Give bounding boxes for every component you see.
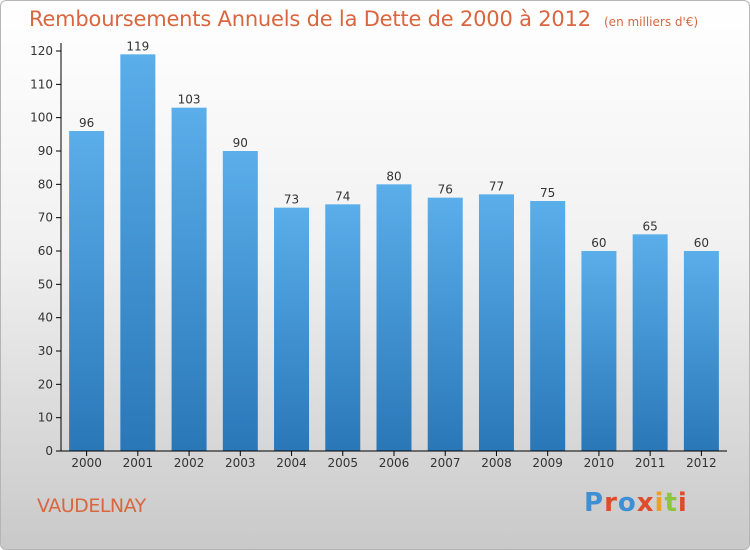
y-tick-label: 120	[30, 44, 53, 58]
y-tick-label: 100	[30, 111, 53, 125]
x-tick-label: 2007	[430, 456, 461, 470]
x-tick-label: 2001	[123, 456, 154, 470]
data-label-2011: 65	[643, 219, 658, 233]
commune-name: VAUDELNAY	[37, 495, 146, 517]
y-tick-label: 20	[38, 377, 53, 391]
bar-2000	[69, 131, 105, 451]
y-tick-label: 70	[38, 211, 53, 225]
title-row: Remboursements Annuels de la Dette de 20…	[29, 7, 698, 31]
bar-2009	[530, 201, 566, 451]
x-tick-label: 2003	[225, 456, 256, 470]
bar-2006	[376, 184, 412, 452]
y-tick-label: 10	[38, 411, 53, 425]
data-label-2006: 80	[386, 169, 401, 183]
x-tick-label: 2011	[635, 456, 666, 470]
data-label-2005: 74	[335, 189, 350, 203]
brand-logo: Proxiti	[584, 488, 688, 518]
y-tick-label: 60	[38, 244, 53, 258]
bar-2007	[427, 197, 463, 451]
bar-2003	[222, 151, 258, 451]
data-label-2007: 76	[438, 183, 453, 197]
bar-2008	[478, 194, 514, 452]
x-tick-label: 2006	[379, 456, 410, 470]
bar-2002	[171, 107, 207, 452]
data-label-2009: 75	[540, 186, 555, 200]
chart-unit: (en milliers d'€)	[604, 15, 699, 29]
data-label-2012: 60	[694, 236, 709, 250]
y-tick-label: 50	[38, 277, 53, 291]
x-tick-label: 2000	[71, 456, 102, 470]
x-tick-label: 2009	[532, 456, 563, 470]
data-label-2004: 73	[284, 193, 299, 207]
y-tick-label: 80	[38, 177, 53, 191]
x-tick-label: 2012	[686, 456, 717, 470]
data-label-2000: 96	[79, 116, 94, 130]
x-tick-label: 2008	[481, 456, 512, 470]
data-label-2002: 103	[178, 93, 201, 107]
bar-2012	[683, 251, 719, 451]
y-tick-label: 40	[38, 311, 53, 325]
bar-2010	[581, 251, 617, 451]
data-label-2010: 60	[591, 236, 606, 250]
y-tick-label: 30	[38, 344, 53, 358]
y-tick-label: 90	[38, 144, 53, 158]
data-label-2003: 90	[233, 136, 248, 150]
x-tick-label: 2010	[584, 456, 615, 470]
y-tick-label: 0	[45, 444, 53, 458]
data-label-2001: 119	[126, 39, 149, 53]
x-tick-label: 2004	[276, 456, 307, 470]
y-tick-label: 110	[30, 77, 53, 91]
bar-2005	[325, 204, 361, 451]
data-label-2008: 77	[489, 179, 504, 193]
bar-2001	[120, 54, 156, 451]
chart-title: Remboursements Annuels de la Dette de 20…	[29, 7, 591, 31]
x-tick-label: 2002	[174, 456, 205, 470]
bar-2011	[632, 234, 668, 451]
bar-2004	[274, 207, 310, 451]
x-tick-label: 2005	[327, 456, 358, 470]
